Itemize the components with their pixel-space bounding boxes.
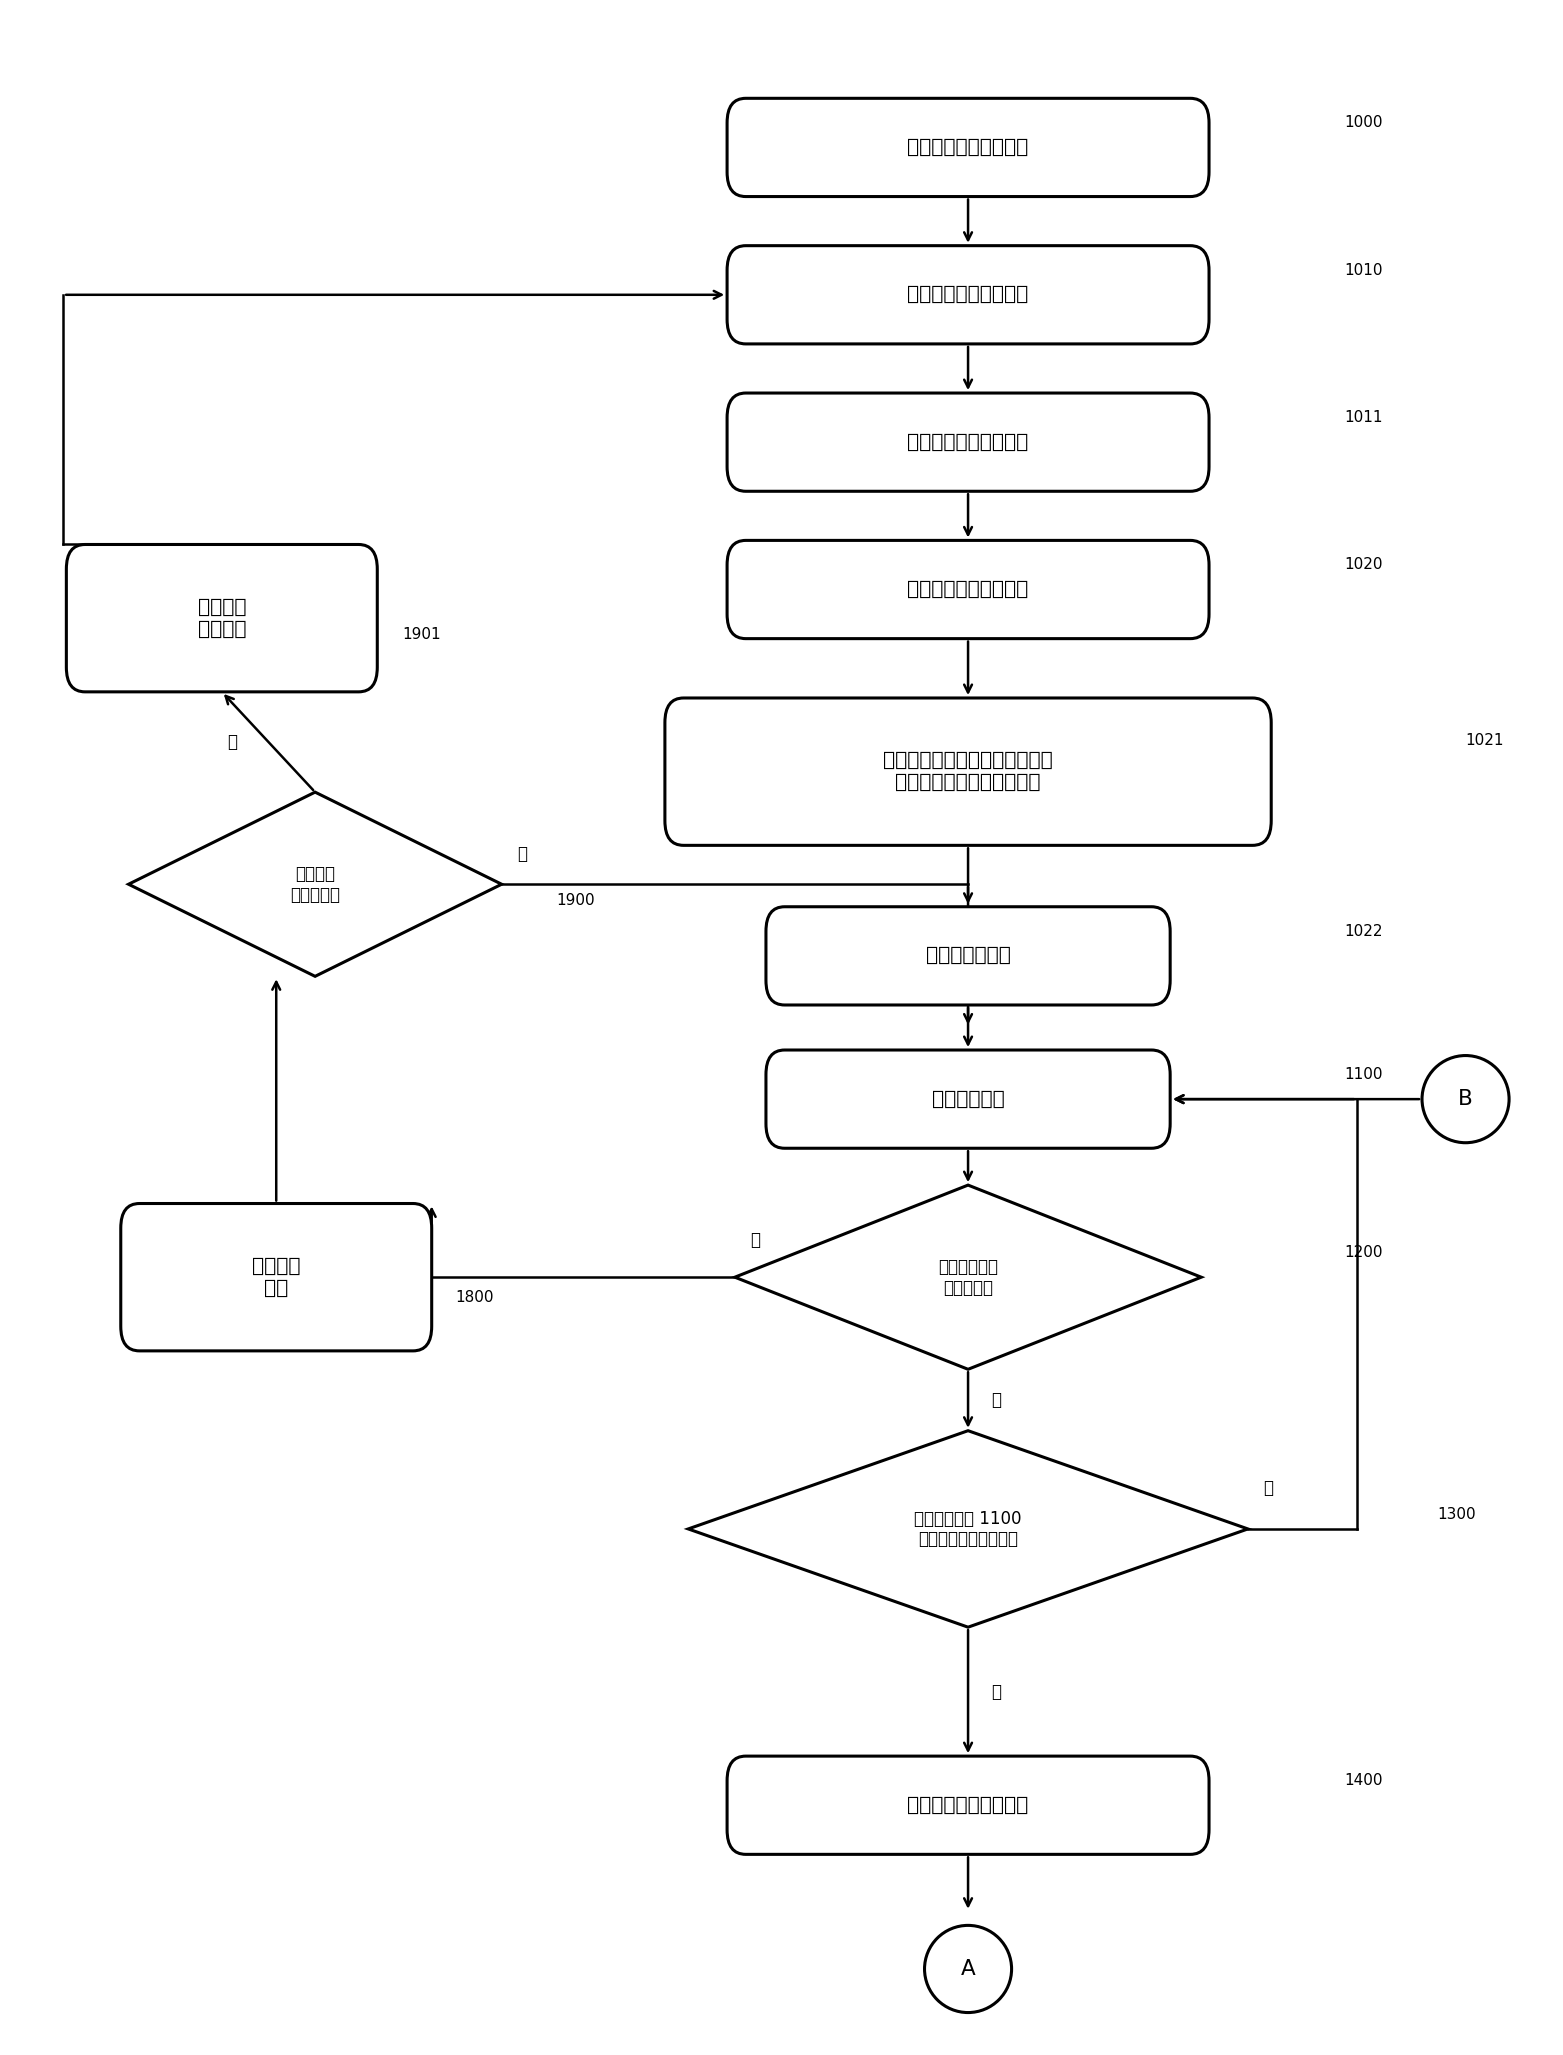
Text: 在稳定低电流状态和稳定高电流
状态下分别测量电池的电压: 在稳定低电流状态和稳定高电流 状态下分别测量电池的电压 [883, 752, 1053, 791]
Text: 测量电池的第二电压値: 测量电池的第二电压値 [908, 1796, 1028, 1815]
Text: 计算出电池初始容量値: 计算出电池初始容量値 [908, 580, 1028, 598]
Text: 1000: 1000 [1344, 115, 1383, 129]
Text: 否: 否 [517, 845, 527, 863]
Text: 1300: 1300 [1438, 1506, 1475, 1523]
Polygon shape [735, 1186, 1202, 1369]
FancyBboxPatch shape [727, 1757, 1210, 1854]
FancyBboxPatch shape [727, 393, 1210, 491]
Ellipse shape [1422, 1056, 1510, 1143]
Text: 电子装置是否
进行充电？: 电子装置是否 进行充电？ [938, 1258, 999, 1297]
FancyBboxPatch shape [664, 699, 1271, 845]
Text: 更新电池内阻値: 更新电池内阻値 [925, 947, 1011, 966]
Text: 否: 否 [991, 1391, 1002, 1410]
Text: 是: 是 [227, 734, 238, 750]
FancyBboxPatch shape [120, 1204, 431, 1350]
Text: 执行充电
过程: 执行充电 过程 [252, 1258, 300, 1297]
Polygon shape [688, 1430, 1247, 1628]
Text: 1400: 1400 [1344, 1773, 1383, 1788]
Text: 是: 是 [991, 1683, 1002, 1702]
Text: 是: 是 [750, 1231, 761, 1249]
Text: 1021: 1021 [1466, 734, 1504, 748]
Text: 1900: 1900 [556, 894, 594, 908]
Text: 更新电池
老化系数: 更新电池 老化系数 [197, 598, 245, 639]
Text: 1011: 1011 [1344, 411, 1383, 425]
Polygon shape [128, 791, 502, 976]
Text: 1200: 1200 [1344, 1245, 1383, 1260]
Text: 设定特定时间: 设定特定时间 [932, 1089, 1005, 1108]
Text: 1010: 1010 [1344, 263, 1383, 277]
Text: 1020: 1020 [1344, 557, 1383, 573]
Text: A: A [961, 1958, 975, 1979]
FancyBboxPatch shape [766, 906, 1171, 1005]
Text: 1901: 1901 [402, 627, 441, 641]
Text: 测量电池的第一电压値: 测量电池的第一电压値 [908, 286, 1028, 304]
Text: 测量电池的第一温度値: 测量电池的第一温度値 [908, 434, 1028, 452]
Text: 1800: 1800 [455, 1291, 494, 1305]
Text: 充电过程
是否完成？: 充电过程 是否完成？ [291, 865, 341, 904]
FancyBboxPatch shape [727, 540, 1210, 639]
Text: 电子装置执行开机动作: 电子装置执行开机动作 [908, 138, 1028, 156]
Text: 是否达到步骤 1100
所设定的该特定时间？: 是否达到步骤 1100 所设定的该特定时间？ [914, 1510, 1022, 1547]
FancyBboxPatch shape [766, 1050, 1171, 1149]
FancyBboxPatch shape [727, 99, 1210, 197]
FancyBboxPatch shape [66, 545, 377, 693]
Text: 1022: 1022 [1344, 925, 1383, 939]
Text: 否: 否 [1263, 1480, 1274, 1496]
Text: B: B [1458, 1089, 1472, 1110]
Ellipse shape [925, 1926, 1011, 2012]
FancyBboxPatch shape [727, 247, 1210, 343]
Text: 1100: 1100 [1344, 1067, 1383, 1083]
